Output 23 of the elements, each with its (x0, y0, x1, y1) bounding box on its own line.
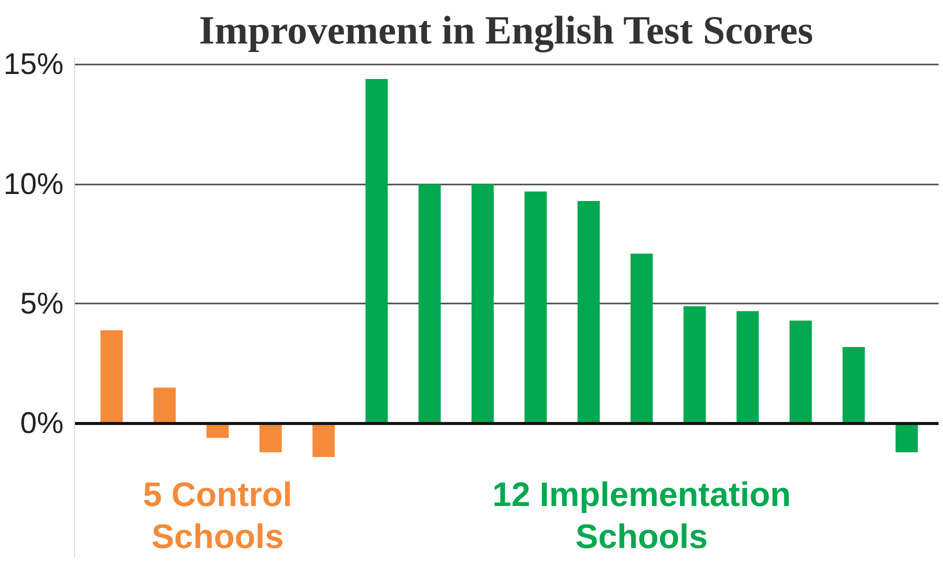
bar (366, 79, 388, 424)
y-tick-label: 10% (3, 168, 64, 201)
series-label: 12 Implementation Schools (492, 476, 791, 556)
bar (206, 424, 229, 438)
bar (736, 311, 759, 424)
bar (100, 330, 123, 424)
y-tick-label: 5% (20, 287, 64, 320)
bar (472, 184, 494, 424)
bar (524, 191, 547, 424)
chart-title: Improvement in English Test Scores (199, 8, 814, 52)
bar (259, 424, 282, 452)
bar (312, 424, 335, 458)
y-tick-label: 0% (20, 407, 64, 440)
bar (790, 320, 812, 424)
bar (842, 346, 865, 424)
bar (684, 306, 706, 424)
bar (578, 201, 600, 424)
bar (153, 388, 176, 424)
bar (896, 424, 918, 452)
y-tick-label: 15% (3, 48, 64, 82)
bar (630, 254, 653, 424)
bar (418, 184, 441, 424)
series-label: 5 Control Schools (143, 476, 292, 556)
